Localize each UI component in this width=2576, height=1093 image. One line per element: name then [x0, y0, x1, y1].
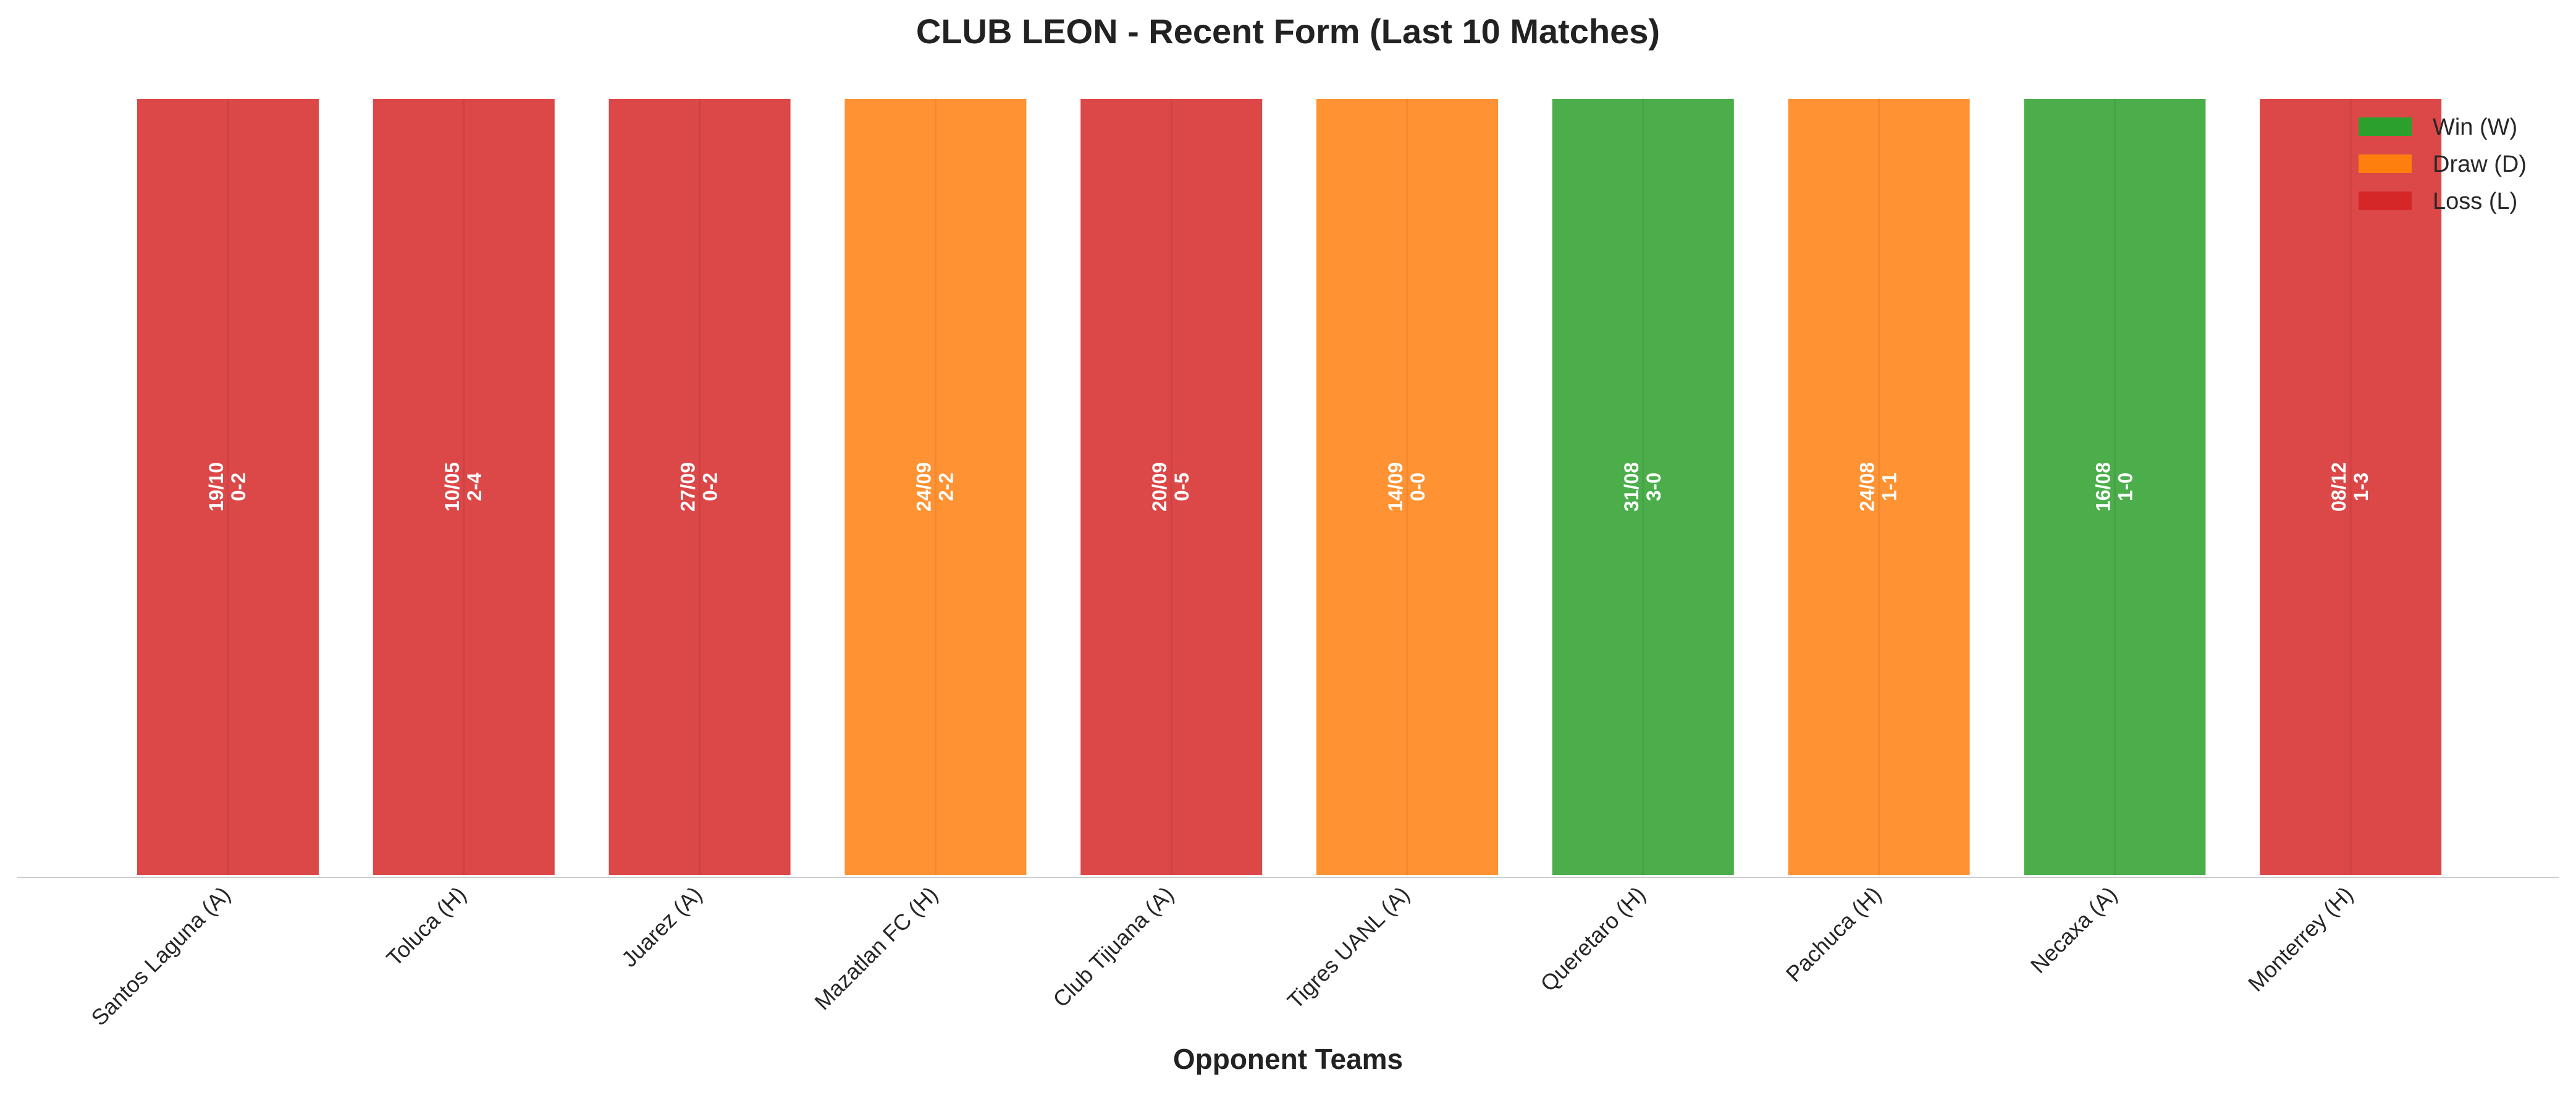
bar-score-3: 2-2 [935, 473, 957, 501]
x-tick-label-3: Mazatlan FC (H) [809, 882, 943, 1015]
bar-data-label-6: 31/083-0 [1620, 462, 1665, 512]
bar-date-2: 27/09 [677, 462, 699, 512]
legend-swatch-D [2359, 154, 2412, 173]
bar-score-6: 3-0 [1643, 473, 1665, 501]
bar-data-label-0: 19/100-2 [205, 462, 250, 512]
bar-date-0: 19/10 [205, 462, 227, 512]
legend: Win (W) Draw (D) Loss (L) [2359, 114, 2527, 214]
bar-score-1: 2-4 [463, 473, 486, 501]
bar-score-7: 1-1 [1879, 473, 1901, 501]
x-tick-label-6: Queretaro (H) [1535, 882, 1650, 997]
x-tick-label-7: Pachuca (H) [1781, 882, 1886, 987]
bar-data-label-3: 24/092-2 [912, 462, 957, 512]
bar-8 [2021, 96, 2208, 877]
chart-title: CLUB LEON - Recent Form (Last 10 Matches… [916, 12, 1660, 51]
bars-group [135, 96, 2444, 877]
bar-date-9: 08/12 [2328, 462, 2350, 512]
x-axis-label: Opponent Teams [1173, 1043, 1403, 1075]
bar-date-5: 14/09 [1384, 462, 1407, 512]
bar-data-label-7: 24/081-1 [1856, 462, 1901, 512]
bar-3 [842, 96, 1029, 877]
bar-data-label-1: 10/052-4 [441, 462, 486, 512]
bar-score-4: 0-5 [1171, 473, 1193, 501]
bar-6 [1549, 96, 1736, 877]
bar-5 [1314, 96, 1501, 877]
bar-score-2: 0-2 [699, 473, 722, 501]
bar-data-label-5: 14/090-0 [1384, 462, 1429, 512]
bar-data-label-4: 20/090-5 [1148, 462, 1193, 512]
bar-9 [2257, 96, 2444, 877]
bar-date-8: 16/08 [2092, 462, 2114, 512]
x-tick-labels: Santos Laguna (A) Toluca (H) Juarez (A) Maz… [86, 882, 2357, 1031]
bar-date-4: 20/09 [1148, 462, 1171, 512]
bar-date-3: 24/09 [912, 462, 935, 512]
bar-date-1: 10/05 [441, 462, 463, 512]
x-tick-label-4: Club Tijuana (A) [1048, 882, 1179, 1013]
x-tick-label-9: Monterrey (H) [2243, 882, 2358, 997]
bar-data-label-9: 08/121-3 [2328, 462, 2372, 512]
legend-swatch-L [2359, 192, 2412, 210]
bar-data-label-8: 16/081-0 [2092, 462, 2136, 512]
x-tick-label-5: Tigres UANL (A) [1282, 882, 1415, 1014]
bar-labels-group: 19/100-2 10/052-4 27/090-2 24/092-2 20/090-5… [205, 462, 2372, 512]
bar-data-label-2: 27/090-2 [677, 462, 722, 512]
bar-score-8: 1-0 [2114, 473, 2136, 501]
legend-label-L: Loss (L) [2433, 188, 2517, 214]
x-tick-label-0: Santos Laguna (A) [86, 882, 235, 1031]
legend-swatch-W [2359, 117, 2412, 136]
legend-label-W: Win (W) [2433, 114, 2517, 140]
bar-date-7: 24/08 [1856, 462, 1879, 512]
bar-7 [1785, 96, 1972, 877]
legend-label-D: Draw (D) [2433, 151, 2527, 177]
bar-score-0: 0-2 [227, 473, 250, 501]
bar-0 [135, 96, 321, 877]
bar-4 [1078, 96, 1265, 877]
bar-score-9: 1-3 [2350, 473, 2372, 501]
x-tick-label-8: Necaxa (A) [2026, 882, 2122, 978]
x-tick-label-2: Juarez (A) [617, 882, 707, 972]
bar-score-5: 0-0 [1407, 473, 1429, 501]
bar-1 [370, 96, 557, 877]
bar-date-6: 31/08 [1620, 462, 1643, 512]
x-tick-label-1: Toluca (H) [381, 882, 471, 971]
bar-2 [606, 96, 793, 877]
